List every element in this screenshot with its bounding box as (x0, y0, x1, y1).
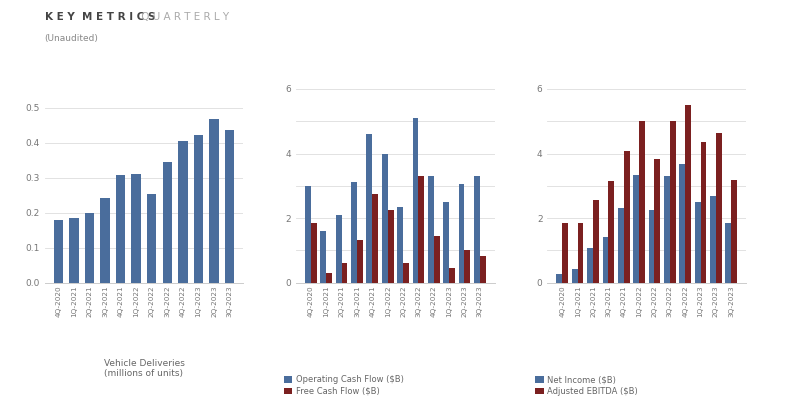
Text: (Unaudited): (Unaudited) (45, 34, 98, 43)
Bar (556, 274, 562, 283)
Bar (459, 184, 465, 283)
Bar (147, 194, 157, 283)
Bar (449, 268, 455, 283)
Bar (388, 210, 393, 283)
Bar (732, 180, 737, 283)
Legend: Operating Cash Flow ($B), Free Cash Flow ($B): Operating Cash Flow ($B), Free Cash Flow… (284, 375, 404, 396)
Bar (372, 194, 378, 283)
Bar (465, 250, 470, 283)
Bar (305, 186, 311, 283)
Bar (710, 196, 716, 283)
Bar (85, 213, 94, 283)
X-axis label: Vehicle Deliveries
(millions of units): Vehicle Deliveries (millions of units) (104, 359, 184, 378)
Bar (577, 223, 583, 283)
Bar (69, 218, 79, 283)
Bar (695, 202, 701, 283)
Bar (341, 263, 347, 283)
Legend: Net Income ($B), Adjusted EBITDA ($B): Net Income ($B), Adjusted EBITDA ($B) (535, 375, 637, 396)
Bar (209, 119, 219, 283)
Bar (603, 237, 608, 283)
Bar (572, 269, 577, 283)
Bar (701, 142, 706, 283)
Bar (382, 154, 388, 283)
Bar (403, 263, 409, 283)
Bar (480, 256, 486, 283)
Bar (194, 135, 203, 283)
Bar (649, 210, 654, 283)
Bar (670, 121, 676, 283)
Bar (101, 198, 109, 283)
Bar (225, 130, 234, 283)
Bar (367, 134, 372, 283)
Bar (413, 118, 418, 283)
Bar (54, 220, 63, 283)
Text: Q U A R T E R L Y: Q U A R T E R L Y (138, 12, 229, 22)
Bar (685, 105, 691, 283)
Bar (428, 176, 434, 283)
Bar (326, 273, 332, 283)
Bar (664, 177, 670, 283)
Bar (654, 159, 660, 283)
Bar (562, 223, 569, 283)
Bar (633, 175, 639, 283)
Bar (593, 200, 599, 283)
Bar (434, 236, 440, 283)
Bar (587, 248, 593, 283)
Bar (336, 215, 341, 283)
Bar (725, 223, 732, 283)
Bar (474, 176, 480, 283)
Bar (397, 207, 403, 283)
Bar (178, 141, 187, 283)
Bar (680, 164, 685, 283)
Bar (624, 151, 629, 283)
Bar (116, 175, 125, 283)
Bar (131, 174, 141, 283)
Bar (639, 121, 645, 283)
Bar (351, 182, 357, 283)
Bar (163, 162, 172, 283)
Bar (311, 223, 317, 283)
Bar (618, 208, 624, 283)
Bar (716, 133, 722, 283)
Bar (418, 176, 424, 283)
Text: K E Y  M E T R I C S: K E Y M E T R I C S (45, 12, 155, 22)
Bar (357, 240, 363, 283)
Bar (320, 231, 326, 283)
Bar (444, 202, 449, 283)
Bar (608, 181, 614, 283)
